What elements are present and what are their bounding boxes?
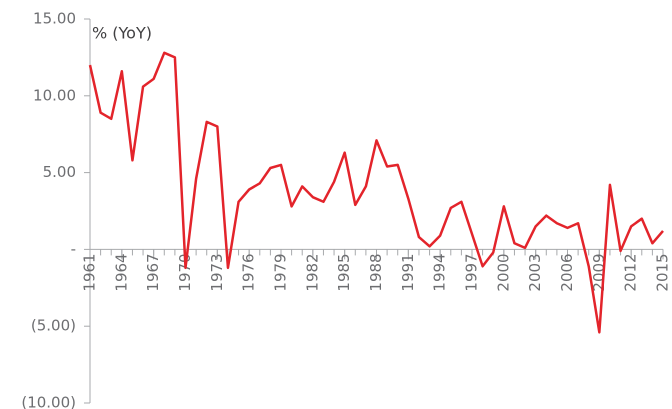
x-tick-label: 1994 xyxy=(431,253,449,291)
x-tick-label: 2012 xyxy=(622,253,640,291)
x-tick-label: 1985 xyxy=(335,253,353,291)
x-tick-label: 1976 xyxy=(240,253,258,291)
x-tick-label: 1988 xyxy=(367,253,385,291)
annotation: % (YoY) xyxy=(92,24,152,43)
x-tick-label: 1961 xyxy=(81,253,99,291)
x-tick-label: 1991 xyxy=(399,253,417,291)
y-tick-label: (10.00) xyxy=(21,394,76,409)
x-tick-label: 2006 xyxy=(558,253,576,291)
x-tick-label: 1979 xyxy=(272,253,290,291)
x-tick-label: 1964 xyxy=(112,253,130,291)
y-tick-label: 10.00 xyxy=(33,86,76,104)
y-tick-label: - xyxy=(71,240,76,258)
x-tick-label: 2003 xyxy=(526,253,544,291)
y-tick-label: 15.00 xyxy=(33,10,76,28)
y-tick-label: 5.00 xyxy=(43,163,76,181)
x-tick-label: 2015 xyxy=(654,253,672,291)
x-tick-label: 1967 xyxy=(144,253,162,291)
y-tick-label: (5.00) xyxy=(31,317,76,335)
x-tick-label: 1973 xyxy=(208,253,226,291)
x-tick-label: 1997 xyxy=(463,253,481,291)
line-series xyxy=(88,51,664,334)
x-tick-label: 1982 xyxy=(303,253,321,291)
x-tick-label: 1970 xyxy=(176,253,194,291)
x-tick-label: 2000 xyxy=(494,253,512,291)
